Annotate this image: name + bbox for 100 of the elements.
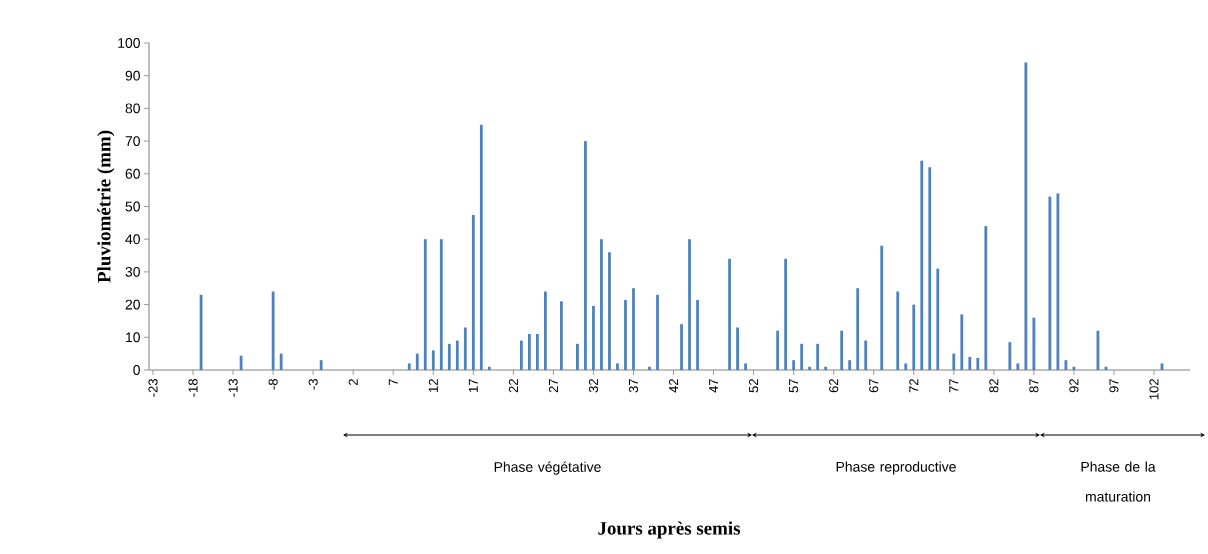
- y-tick-label: 60: [125, 168, 140, 179]
- bar: [279, 353, 283, 370]
- bar: [744, 363, 747, 370]
- bar: [1048, 196, 1052, 370]
- x-tick-label: 52: [749, 379, 759, 393]
- bar: [984, 226, 988, 370]
- text: Phase de la maturation: [1081, 461, 1156, 502]
- y-tick-label: 10: [126, 332, 140, 343]
- bar: [688, 239, 691, 370]
- bar: [608, 252, 611, 370]
- x-tick-label: -23: [148, 379, 158, 397]
- bar: [415, 353, 419, 370]
- bar: [439, 239, 443, 370]
- bar: [968, 356, 972, 370]
- bar: [920, 160, 924, 370]
- x-tick-label: 2: [348, 379, 358, 386]
- x-tick-label: 57: [789, 379, 799, 393]
- bar: [936, 268, 940, 370]
- x-tick-label: 7: [388, 379, 398, 386]
- bar: [519, 340, 523, 370]
- bar: [479, 124, 483, 370]
- x-tick-label: 87: [1029, 379, 1039, 393]
- bar: [808, 366, 812, 370]
- x-tick-label: 32: [588, 379, 599, 393]
- text: Phase végétative: [494, 461, 601, 475]
- bar: [600, 239, 603, 370]
- y-tick-label: 90: [125, 70, 140, 81]
- bar: [816, 343, 820, 370]
- y-tick-label: 50: [125, 201, 140, 212]
- x-tick-label: 47: [709, 379, 719, 393]
- bar: [560, 301, 563, 370]
- y-axis-title: Pluviométrie (mm): [97, 130, 115, 283]
- bar: [431, 350, 435, 370]
- bar: [535, 334, 539, 370]
- x-tick-label: 77: [949, 379, 959, 393]
- bar: [824, 366, 828, 370]
- bar: [648, 366, 651, 370]
- x-tick-label: -13: [228, 379, 238, 397]
- x-tick-label: -3: [308, 379, 318, 390]
- bar: [952, 353, 956, 370]
- bar: [463, 327, 467, 370]
- bar: [455, 340, 459, 370]
- bar: [864, 340, 868, 370]
- x-tick-label: 82: [989, 379, 999, 393]
- x-tick-label: 37: [628, 379, 639, 393]
- y-tick-label: 30: [125, 266, 140, 277]
- y-tick-label: 20: [125, 299, 140, 310]
- bar: [1056, 193, 1060, 370]
- bar: [632, 288, 635, 370]
- bar: [776, 330, 780, 370]
- bar: [904, 363, 908, 370]
- bar: [624, 300, 627, 370]
- bar: [976, 357, 980, 370]
- bar: [407, 363, 411, 370]
- bar: [423, 239, 427, 370]
- bar: [487, 366, 491, 370]
- x-tick-label: 97: [1109, 379, 1119, 393]
- bar: [1008, 342, 1012, 370]
- x-tick-label: 22: [508, 379, 518, 393]
- bar: [239, 355, 243, 370]
- x-tick-label: 67: [869, 379, 879, 393]
- x-tick-label: 42: [668, 379, 679, 393]
- y-tick-label: 80: [125, 103, 140, 114]
- bar: [840, 330, 844, 370]
- bar: [848, 360, 852, 370]
- bar: [576, 343, 579, 370]
- bar: [784, 258, 788, 370]
- bar: [1024, 62, 1028, 370]
- x-tick-label: -8: [268, 379, 278, 390]
- bar: [696, 300, 699, 370]
- x-tick-label: 17: [468, 379, 478, 392]
- text: Phase reproductive: [836, 461, 956, 475]
- bar: [592, 305, 595, 370]
- bar: [736, 327, 739, 370]
- bar: [1064, 360, 1068, 370]
- x-tick-label: 102: [1149, 379, 1159, 400]
- bar: [792, 360, 796, 370]
- x-tick-label: -18: [188, 379, 198, 397]
- bar: [680, 324, 683, 370]
- bar: [616, 363, 619, 370]
- bar: [912, 304, 916, 370]
- x-tick-label: 12: [428, 379, 438, 392]
- bar: [960, 314, 964, 370]
- bar: [656, 294, 659, 370]
- text: Jours après semis: [598, 521, 741, 539]
- x-tick-label: 72: [909, 379, 919, 393]
- x-tick-label: 62: [829, 379, 839, 393]
- bar: [896, 291, 900, 370]
- bar: [800, 343, 804, 370]
- x-tick-label: 27: [548, 379, 558, 393]
- bar: [856, 288, 860, 370]
- y-tick-label: 40: [125, 234, 140, 245]
- bar: [271, 291, 275, 370]
- bar: [584, 141, 587, 370]
- bar: [527, 334, 531, 370]
- bar: [928, 167, 932, 370]
- bar: [543, 291, 547, 370]
- y-tick-label: 70: [125, 136, 140, 147]
- bar: [1032, 317, 1036, 370]
- bar: [728, 258, 731, 370]
